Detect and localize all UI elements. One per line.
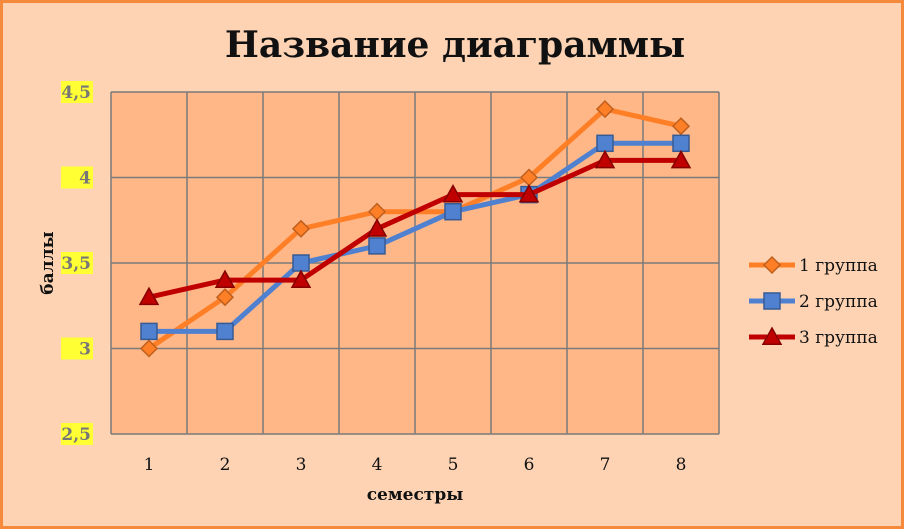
y-tick-label: 4 (79, 169, 91, 189)
y-tick-label: 2,5 (61, 425, 91, 445)
data-point (518, 184, 540, 203)
data-point (671, 117, 691, 136)
line-chart: Название диаграммы семестры баллы 1 2 3 4 5 6… (38, 24, 878, 505)
data-point (214, 269, 236, 289)
x-tick-label: 7 (600, 455, 611, 475)
data-point (670, 149, 692, 169)
y-tick-highlight (61, 81, 93, 103)
y-tick-label: 3,5 (61, 254, 91, 274)
data-point (290, 269, 312, 289)
x-tick-label: 3 (296, 455, 307, 475)
data-point (366, 218, 388, 237)
x-axis-label: семестры (367, 485, 464, 505)
x-tick-label: 1 (144, 455, 155, 475)
y-tick-highlight (61, 166, 93, 189)
legend: 1 группа 2 группа 3 группа (749, 255, 878, 348)
series-line (149, 140, 681, 334)
y-tick-label: 3 (79, 340, 91, 360)
x-tick-label: 8 (676, 455, 687, 475)
y-tick-highlight (61, 423, 93, 445)
x-tick-label: 4 (372, 455, 383, 475)
data-point (368, 237, 386, 255)
series-2 (140, 134, 690, 341)
chart-title: Название диаграммы (225, 24, 685, 66)
data-point (291, 219, 311, 238)
y-axis-label: баллы (38, 231, 58, 294)
y-tick-label: 4,5 (61, 83, 91, 103)
legend-entry: 1 группа (799, 256, 878, 276)
data-point (138, 286, 160, 306)
series-line (148, 157, 681, 300)
legend-marker (761, 326, 783, 345)
data-point (595, 100, 615, 119)
data-point (216, 322, 234, 341)
y-tick-highlight (61, 252, 93, 274)
plot-area: 1 2 3 4 5 6 7 8 2,5 3 3,5 4 4,5 (61, 81, 720, 475)
series-3 (138, 149, 692, 306)
y-tick-highlight (61, 337, 93, 360)
data-point (596, 134, 614, 153)
data-point (140, 322, 158, 341)
legend-marker (763, 292, 781, 310)
data-point (215, 288, 235, 307)
data-point (442, 184, 464, 203)
x-tick-label: 2 (220, 455, 231, 475)
legend-entry: 2 группа (799, 292, 878, 312)
legend-entry: 3 группа (799, 328, 878, 348)
x-tick-label: 5 (448, 455, 459, 475)
data-point (672, 134, 690, 153)
data-point (292, 254, 310, 272)
data-point (594, 149, 616, 169)
legend-marker (762, 255, 782, 275)
data-point (139, 339, 159, 358)
x-tick-label: 6 (524, 455, 535, 475)
data-point (444, 202, 462, 221)
